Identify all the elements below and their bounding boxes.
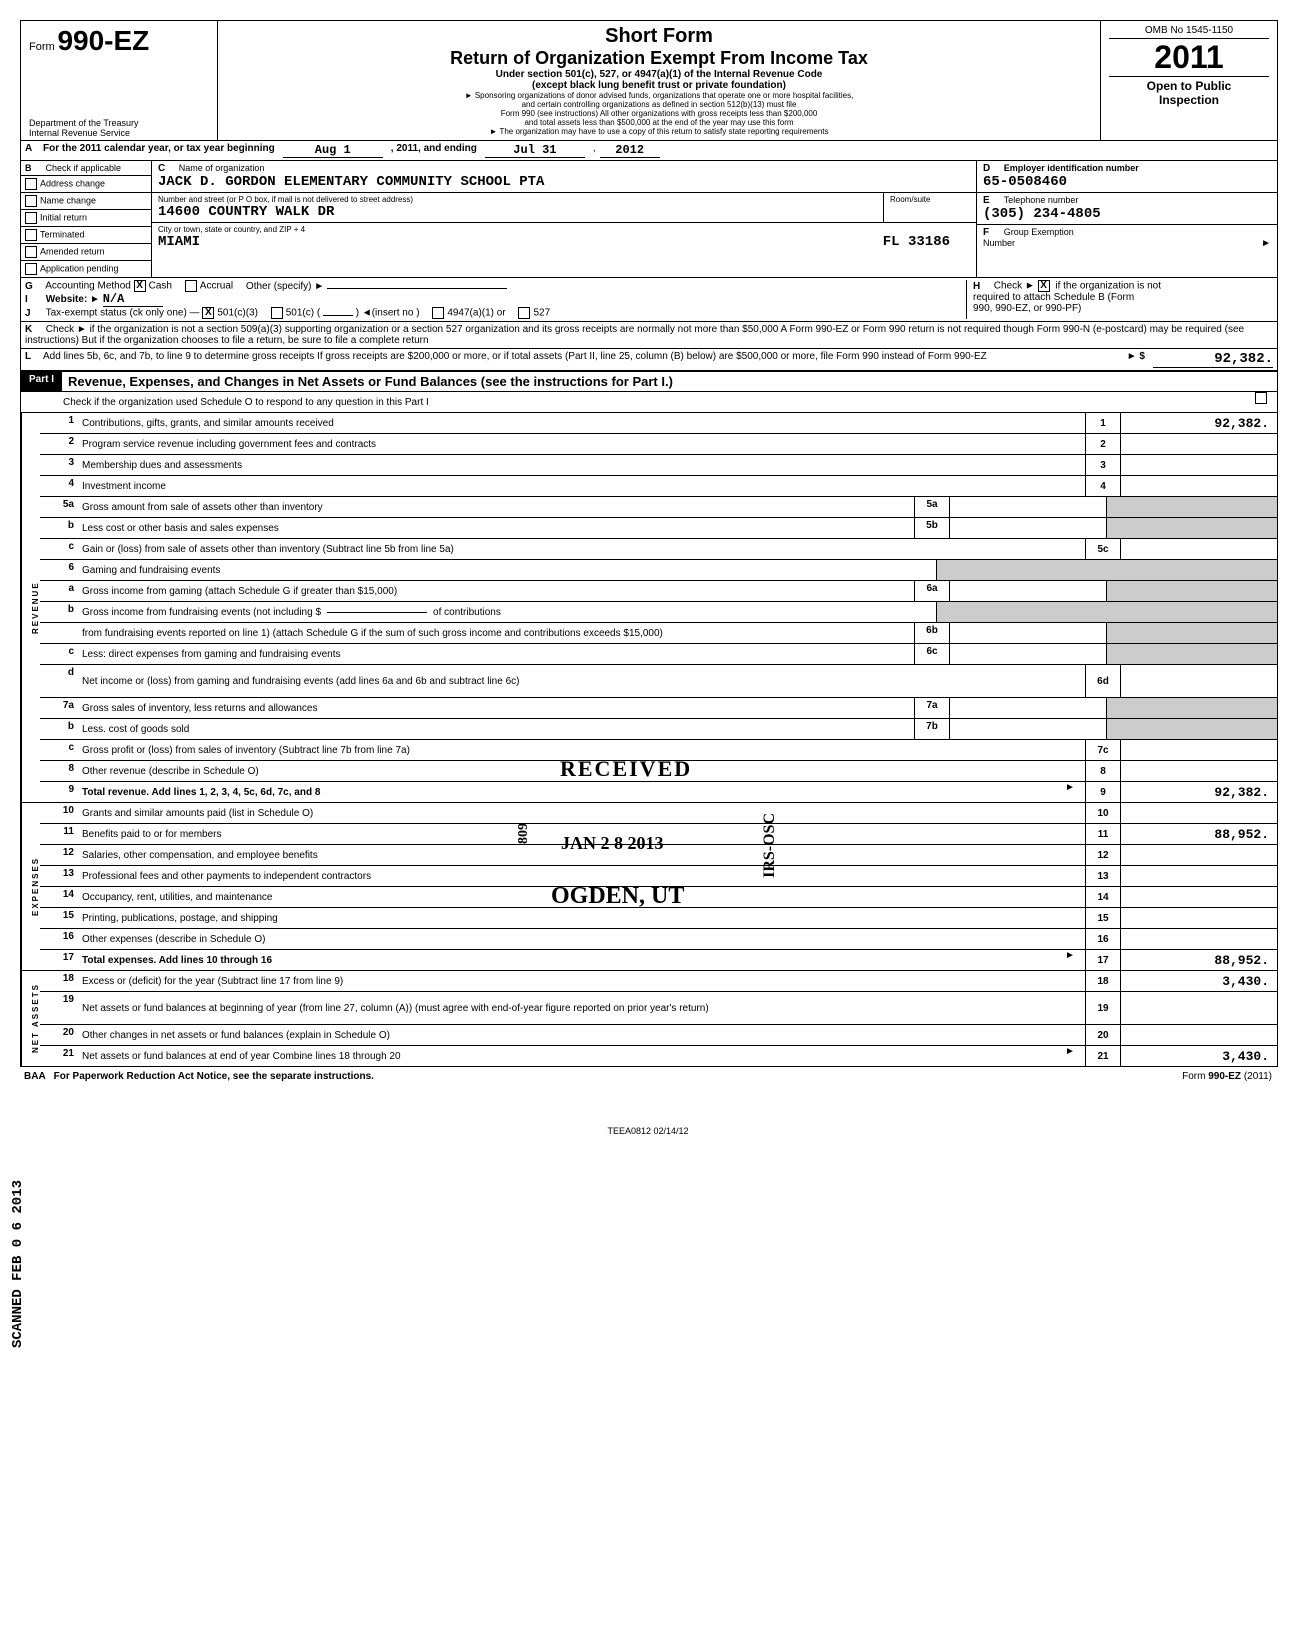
- line4-value: [1120, 476, 1277, 496]
- part1-label: Part I: [21, 372, 62, 391]
- line19-value: [1120, 992, 1277, 1024]
- netassets-label: NET ASSETS: [21, 971, 40, 1066]
- scanned-stamp: SCANNED FEB 0 6 2013: [10, 1180, 26, 1348]
- line10-value: [1120, 803, 1277, 823]
- checkbox-accrual[interactable]: [185, 280, 197, 292]
- row-a-text2: , 2011, and ending: [391, 143, 477, 158]
- department-block: Department of the Treasury Internal Reve…: [29, 118, 139, 138]
- b-header: B Check if applicable: [21, 161, 151, 176]
- line12-value: [1120, 845, 1277, 865]
- row-a-tax-year: A For the 2011 calendar year, or tax yea…: [21, 141, 1277, 161]
- line13-value: [1120, 866, 1277, 886]
- dept-treasury: Department of the Treasury: [29, 118, 139, 128]
- state-zip: FL 33186: [883, 234, 950, 250]
- col-b-checks: B Check if applicable Address change Nam…: [21, 161, 152, 277]
- form-header: Form 990-EZ Department of the Treasury I…: [21, 21, 1277, 141]
- line21-value: 3,430.: [1120, 1046, 1277, 1066]
- header-right: OMB No 1545-1150 2011 Open to Public Ins…: [1101, 21, 1277, 140]
- subtitle5: Form 990 (see instructions) All other or…: [226, 109, 1092, 118]
- website: N/A: [103, 292, 163, 307]
- header-left: Form 990-EZ Department of the Treasury I…: [21, 21, 218, 140]
- checkbox-schedule-o[interactable]: [1255, 392, 1267, 404]
- city: MIAMI: [158, 234, 200, 250]
- baa-label: BAA: [24, 1071, 46, 1082]
- col-c-org: C Name of organization JACK D. GORDON EL…: [152, 161, 977, 277]
- omb-number: OMB No 1545-1150: [1109, 25, 1269, 39]
- expenses-section: EXPENSES 10Grants and similar amounts pa…: [21, 803, 1277, 971]
- checkbox-527[interactable]: [518, 307, 530, 319]
- label-a: A: [25, 143, 43, 158]
- end-date: Jul 31: [485, 143, 585, 158]
- phone: (305) 234-4805: [983, 206, 1101, 222]
- begin-date: Aug 1: [283, 143, 383, 158]
- header-center: Short Form Return of Organization Exempt…: [218, 21, 1101, 140]
- street-address: 14600 COUNTRY WALK DR: [158, 204, 877, 220]
- short-form-title: Short Form: [226, 25, 1092, 48]
- check-terminated[interactable]: Terminated: [21, 227, 151, 244]
- check-app-pending[interactable]: Application pending: [21, 261, 151, 277]
- line11-value: 88,952.: [1120, 824, 1277, 844]
- organization-name: JACK D. GORDON ELEMENTARY COMMUNITY SCHO…: [158, 174, 544, 190]
- subtitle2: (except black lung benefit trust or priv…: [226, 80, 1092, 91]
- checkbox-501c[interactable]: [271, 307, 283, 319]
- line15-value: [1120, 908, 1277, 928]
- row-a-comma: ,: [593, 143, 596, 158]
- return-title: Return of Organization Exempt From Incom…: [226, 48, 1092, 69]
- checkbox-cash[interactable]: X: [134, 280, 146, 292]
- ein: 65-0508460: [983, 174, 1067, 190]
- checkbox-4947[interactable]: [432, 307, 444, 319]
- line20-value: [1120, 1025, 1277, 1045]
- line18-value: 3,430.: [1120, 971, 1277, 991]
- open-to-public: Open to Public Inspection: [1109, 76, 1269, 107]
- check-address-change[interactable]: Address change: [21, 176, 151, 193]
- line16-value: [1120, 929, 1277, 949]
- subtitle6: and total assets less than $500,000 at t…: [226, 118, 1092, 127]
- line8-value: [1120, 761, 1277, 781]
- row-k: K Check ► if the organization is not a s…: [21, 322, 1277, 349]
- teea-code: TEEA0812 02/14/12: [20, 1126, 1276, 1136]
- row-g-accounting: G Accounting Method XCash Accrual Other …: [21, 278, 1277, 322]
- check-amended[interactable]: Amended return: [21, 244, 151, 261]
- line9-value: 92,382.: [1120, 782, 1277, 802]
- line6d-value: [1120, 665, 1277, 697]
- section-bcdef: B Check if applicable Address change Nam…: [21, 161, 1277, 278]
- line5c-value: [1120, 539, 1277, 559]
- expenses-label: EXPENSES: [21, 803, 40, 970]
- checkbox-501c3[interactable]: X: [202, 307, 214, 319]
- paperwork-notice: For Paperwork Reduction Act Notice, see …: [54, 1071, 374, 1082]
- col-def: D Employer identification number 65-0508…: [977, 161, 1277, 277]
- part1-header-row: Part I Revenue, Expenses, and Changes in…: [21, 372, 1277, 392]
- line1-value: 92,382.: [1120, 413, 1277, 433]
- end-year: 2012: [600, 143, 660, 158]
- form-number: 990-EZ: [57, 25, 149, 56]
- subtitle7: ► The organization may have to use a cop…: [226, 127, 1092, 136]
- tax-year: 2011: [1109, 39, 1269, 76]
- form-990ez: Form 990-EZ Department of the Treasury I…: [20, 20, 1278, 1067]
- line2-value: [1120, 434, 1277, 454]
- revenue-section: REVENUE 1Contributions, gifts, grants, a…: [21, 413, 1277, 803]
- part1-title: Revenue, Expenses, and Changes in Net As…: [62, 372, 679, 391]
- line3-value: [1120, 455, 1277, 475]
- subtitle3: ► Sponsoring organizations of donor advi…: [226, 91, 1092, 100]
- row-l: L Add lines 5b, 6c, and 7b, to line 9 to…: [21, 349, 1277, 372]
- subtitle: Under section 501(c), 527, or 4947(a)(1)…: [226, 69, 1092, 80]
- dept-irs: Internal Revenue Service: [29, 128, 139, 138]
- line14-value: [1120, 887, 1277, 907]
- footer: BAA For Paperwork Reduction Act Notice, …: [20, 1067, 1276, 1086]
- gross-receipts: 92,382.: [1153, 351, 1273, 368]
- check-initial-return[interactable]: Initial return: [21, 210, 151, 227]
- check-name-change[interactable]: Name change: [21, 193, 151, 210]
- line17-value: 88,952.: [1120, 950, 1277, 970]
- revenue-label: REVENUE: [21, 413, 40, 802]
- netassets-section: NET ASSETS 18Excess or (deficit) for the…: [21, 971, 1277, 1066]
- line7c-value: [1120, 740, 1277, 760]
- form-990ez-label: Form 990-EZ (2011): [1182, 1071, 1272, 1082]
- row-a-text1: For the 2011 calendar year, or tax year …: [43, 143, 275, 158]
- checkbox-h[interactable]: X: [1038, 280, 1050, 292]
- part1-check-row: Check if the organization used Schedule …: [21, 392, 1277, 413]
- subtitle4: and certain controlling organizations as…: [226, 100, 1092, 109]
- form-label: Form: [29, 41, 55, 53]
